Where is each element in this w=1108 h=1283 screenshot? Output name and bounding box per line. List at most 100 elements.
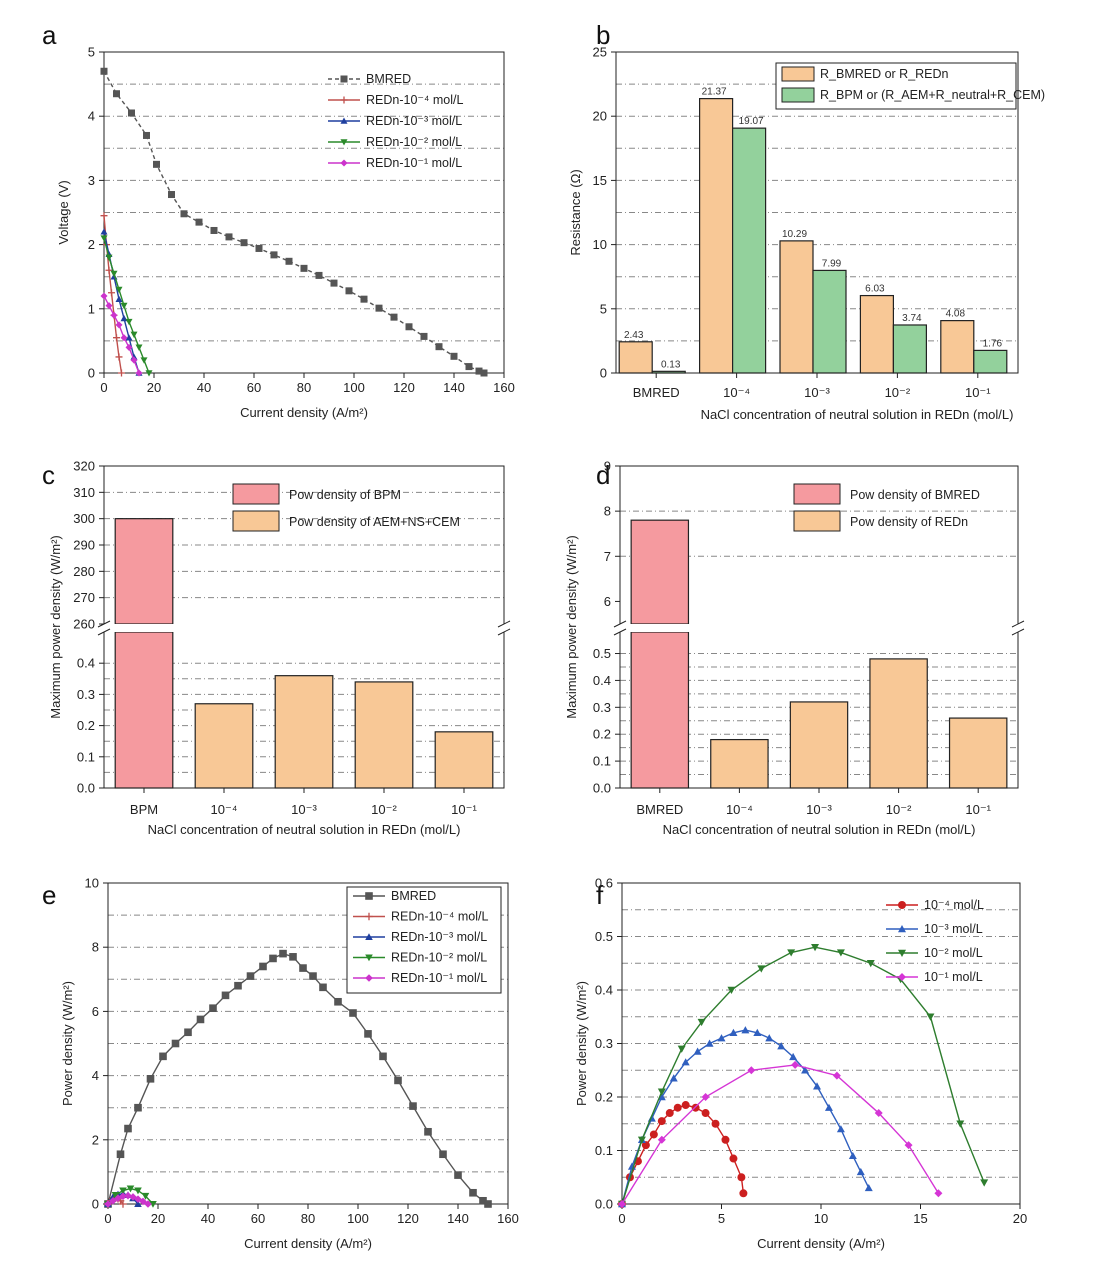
data-point: [105, 254, 113, 261]
data-point: [375, 304, 383, 312]
data-point: [111, 1191, 120, 1199]
panel-a: a 0 1 2 3 4 5 0 20 40 60 80 100 120 140 160 Current dens…: [0, 0, 554, 440]
data-point: [349, 1009, 357, 1017]
data-point: [450, 352, 458, 360]
bar: [948, 717, 1008, 789]
data-point: [649, 1130, 658, 1139]
bar: [859, 294, 894, 374]
data-point: [681, 1058, 690, 1066]
panel-label-e: e: [42, 880, 56, 910]
data-point: [364, 1030, 372, 1038]
data-point: [439, 1150, 447, 1159]
y-tick-label: 0.1: [77, 749, 95, 764]
bar-upper: [630, 519, 690, 625]
legend-label: 10⁻³ mol/L: [924, 922, 983, 936]
bar: [699, 98, 734, 374]
data-point: [289, 953, 297, 961]
bar: [618, 341, 653, 374]
data-point: [791, 1060, 800, 1069]
y-tick-label: 7: [604, 549, 611, 564]
data-point: [225, 233, 233, 241]
y-tick-label: 25: [593, 45, 607, 60]
data-point: [832, 1071, 841, 1080]
data-point: [465, 363, 473, 371]
legend-box: [775, 62, 1017, 110]
category-label: 10⁻³: [291, 802, 317, 817]
y-tick-label: 4: [92, 1068, 99, 1083]
x-tick-label: 20: [147, 380, 161, 395]
legend-marker: [898, 949, 906, 957]
y-tick-label: 0.1: [595, 1143, 613, 1158]
data-point: [153, 160, 160, 168]
bar-upper: [114, 518, 174, 625]
data-point: [129, 1193, 137, 1201]
y-tick-label: 6: [604, 594, 611, 609]
bar: [651, 370, 686, 374]
x-tick-label: 80: [297, 380, 311, 395]
data-point: [926, 1013, 935, 1021]
data-point: [618, 1200, 626, 1208]
bar: [789, 701, 849, 789]
legend-label: Pow density of AEM+NS+CEM: [289, 515, 460, 529]
category-label: 10⁻³: [804, 385, 830, 400]
data-point: [240, 239, 248, 247]
data-point: [693, 1047, 702, 1055]
data-point: [209, 1004, 217, 1012]
data-point: [270, 251, 278, 259]
x-axis-label: Current density (A/m²): [757, 1236, 885, 1251]
y-tick-label: 0.4: [77, 656, 95, 671]
x-tick-label: 0: [618, 1211, 625, 1226]
bar-value-label: 6.03: [865, 284, 885, 295]
x-tick-label: 140: [443, 380, 465, 395]
data-point: [100, 212, 108, 220]
data-point: [299, 964, 307, 972]
legend-swatch: [781, 66, 815, 82]
data-point: [246, 972, 255, 980]
data-point: [143, 131, 150, 139]
x-tick-label: 5: [718, 1211, 725, 1226]
data-point: [113, 334, 120, 342]
data-point: [737, 1173, 746, 1182]
data-point: [115, 286, 123, 294]
legend-label: REDn-10⁻² mol/L: [366, 135, 462, 149]
data-point: [149, 1200, 157, 1208]
data-point: [904, 1141, 913, 1150]
legend-marker: [365, 892, 373, 900]
legend-swatch: [781, 87, 815, 103]
data-point: [479, 1196, 487, 1205]
y-tick-label: 10: [85, 876, 99, 891]
break-gap: [113, 624, 175, 632]
y-tick-label: 5: [88, 45, 95, 60]
series-line-1: [621, 1029, 870, 1205]
category-label: 10⁻³: [806, 802, 832, 817]
category-label: BMRED: [633, 385, 680, 400]
x-tick-label: 10: [814, 1211, 828, 1226]
y-tick-label: 260: [73, 617, 95, 632]
data-point: [130, 356, 138, 364]
x-tick-label: 20: [151, 1211, 165, 1226]
data-point: [848, 1151, 857, 1160]
axis-break-right: [497, 620, 511, 636]
category-label: 10⁻²: [885, 385, 911, 400]
data-point: [705, 1039, 714, 1047]
data-point: [134, 1103, 142, 1112]
legend-marker: [365, 912, 373, 921]
bar-value-label: 1.76: [983, 338, 1003, 349]
legend-label: BMRED: [391, 889, 436, 903]
bar: [779, 240, 814, 374]
data-point: [334, 997, 342, 1006]
y-tick-label: 0.3: [77, 687, 95, 702]
panel-label-a: a: [42, 20, 57, 50]
data-point: [110, 270, 118, 277]
data-point: [113, 90, 120, 98]
legend-label: 10⁻¹ mol/L: [924, 970, 983, 984]
y-tick-label: 6: [92, 1004, 99, 1019]
data-point: [135, 369, 143, 377]
data-point: [379, 1052, 387, 1061]
x-axis-label: NaCl concentration of neutral solution i…: [148, 822, 461, 837]
x-axis-label: Current density (A/m²): [240, 405, 368, 420]
y-tick-label: 310: [73, 485, 95, 500]
data-point: [141, 1192, 150, 1200]
data-point: [330, 279, 338, 287]
data-point: [134, 1200, 142, 1208]
